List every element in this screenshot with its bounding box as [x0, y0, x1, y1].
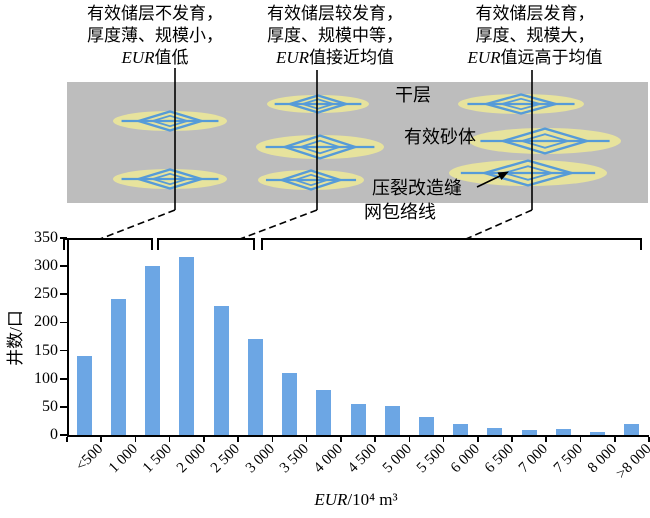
bar-3 500 — [282, 373, 298, 435]
sand-body — [113, 110, 227, 132]
bar-5 500 — [418, 416, 434, 435]
callout-high-line3-text: 值远高于均值 — [500, 48, 603, 67]
y-tick-label: 350 — [34, 229, 58, 246]
x-tick-mark — [100, 437, 103, 442]
x-axis-title: EUR/10⁴ m³ — [256, 490, 456, 510]
callout-low-line3-text: 值低 — [154, 48, 189, 67]
callout-low: 有效储层不发育， 厚度薄、规模小， EUR值低 — [45, 3, 265, 69]
x-axis-title-unit: /10⁴ m³ — [347, 490, 398, 509]
callout-mid-line3: EUR值接近均值 — [225, 47, 445, 69]
callout-mid-line3-text: 值接近均值 — [309, 48, 395, 67]
y-tick-mark — [60, 265, 67, 267]
x-axis-line — [67, 435, 649, 437]
callout-low-line1: 有效储层不发育， — [87, 4, 223, 23]
callout-high: 有效储层发育， 厚度、规模大， EUR值远高于均值 — [425, 3, 645, 69]
bar-<500 — [76, 356, 92, 435]
x-tick-mark — [579, 437, 582, 442]
callout-mid-line2: 厚度、规模中等， — [267, 26, 403, 45]
x-tick-mark — [66, 437, 68, 442]
y-tick-label: 0 — [50, 426, 58, 443]
sand-body — [449, 159, 607, 187]
x-tick-mark — [545, 437, 548, 442]
range-bracket-high — [261, 238, 642, 250]
sand-body — [113, 168, 227, 190]
x-tick-mark — [271, 437, 274, 442]
x-tick-mark — [477, 437, 479, 442]
x-tick-mark — [511, 437, 513, 442]
range-dashed-line — [465, 209, 533, 240]
range-dashed-line — [99, 209, 176, 240]
range-bracket-mid — [157, 238, 255, 250]
range-dashed-line — [239, 209, 318, 240]
eur-label: EUR — [467, 48, 501, 67]
sand-body — [458, 93, 584, 115]
callout-high-line1: 有效储层发育， — [475, 4, 595, 23]
sand-body-group — [113, 93, 621, 191]
callout-high-line2: 厚度、规模大， — [475, 26, 595, 45]
bar-6 500 — [487, 427, 503, 435]
callout-high-line3: EUR值远高于均值 — [425, 47, 645, 69]
x-tick-mark — [442, 437, 445, 442]
bar-4 500 — [350, 404, 366, 435]
sand-body — [258, 169, 364, 191]
x-tick-mark — [408, 437, 411, 442]
x-tick-mark — [168, 437, 171, 442]
y-tick-label: 250 — [34, 285, 58, 303]
x-tick-mark — [613, 437, 616, 442]
callout-mid: 有效储层较发育， 厚度、规模中等， EUR值接近均值 — [225, 3, 445, 69]
bar-2 000 — [179, 257, 195, 435]
y-tick-label: 100 — [34, 369, 58, 387]
x-tick-mark — [305, 437, 308, 442]
x-tick-mark — [134, 437, 137, 442]
bar-1 000 — [110, 298, 126, 435]
bar-4 000 — [316, 389, 332, 435]
callout-mid-line1: 有效储层较发育， — [267, 4, 403, 23]
bar-7 000 — [521, 430, 537, 435]
x-tick-mark — [340, 437, 342, 442]
bar-7 500 — [555, 428, 571, 435]
fracture-label-line2: 网包络线 — [364, 202, 436, 222]
bar-8 000 — [590, 432, 606, 435]
fracture-label-line1: 压裂改造缝 — [372, 178, 462, 198]
x-tick-mark — [203, 437, 205, 442]
eur-label: EUR — [121, 48, 155, 67]
bar-6 000 — [453, 423, 469, 435]
callout-low-line3: EUR值低 — [45, 47, 265, 69]
bar-2 500 — [213, 305, 229, 435]
y-axis-line — [67, 238, 69, 436]
sand-body — [469, 127, 621, 155]
y-tick-label: 150 — [34, 341, 58, 359]
y-tick-mark — [60, 434, 67, 436]
y-tick-label: 50 — [42, 397, 58, 415]
y-tick-mark — [60, 406, 67, 408]
y-tick-mark — [60, 293, 67, 296]
bar-5 000 — [384, 405, 400, 435]
y-tick-mark — [60, 349, 67, 352]
bar-3 000 — [247, 339, 263, 435]
fracture-pointer-arrow — [476, 171, 509, 188]
callout-connectors — [63, 68, 642, 250]
y-tick-label: 200 — [34, 313, 58, 331]
sand-body — [267, 94, 369, 114]
x-tick-mark — [374, 437, 376, 442]
y-tick-mark — [60, 237, 67, 239]
bar-1 500 — [145, 266, 161, 435]
sand-body-label: 有效砂体 — [404, 127, 476, 147]
sand-body — [256, 134, 384, 160]
bar->8 000 — [624, 423, 640, 435]
callout-low-line2: 厚度薄、规模小， — [87, 26, 223, 45]
x-tick-mark — [237, 437, 239, 442]
y-tick-mark — [60, 377, 67, 380]
range-bracket-low — [63, 238, 153, 250]
y-tick-mark — [60, 321, 67, 324]
x-axis-title-eur: EUR — [314, 490, 348, 509]
eur-label: EUR — [275, 48, 310, 67]
x-tick-mark — [648, 437, 650, 442]
dry-layer-label: 干层 — [395, 85, 431, 105]
y-tick-label: 300 — [34, 257, 58, 275]
